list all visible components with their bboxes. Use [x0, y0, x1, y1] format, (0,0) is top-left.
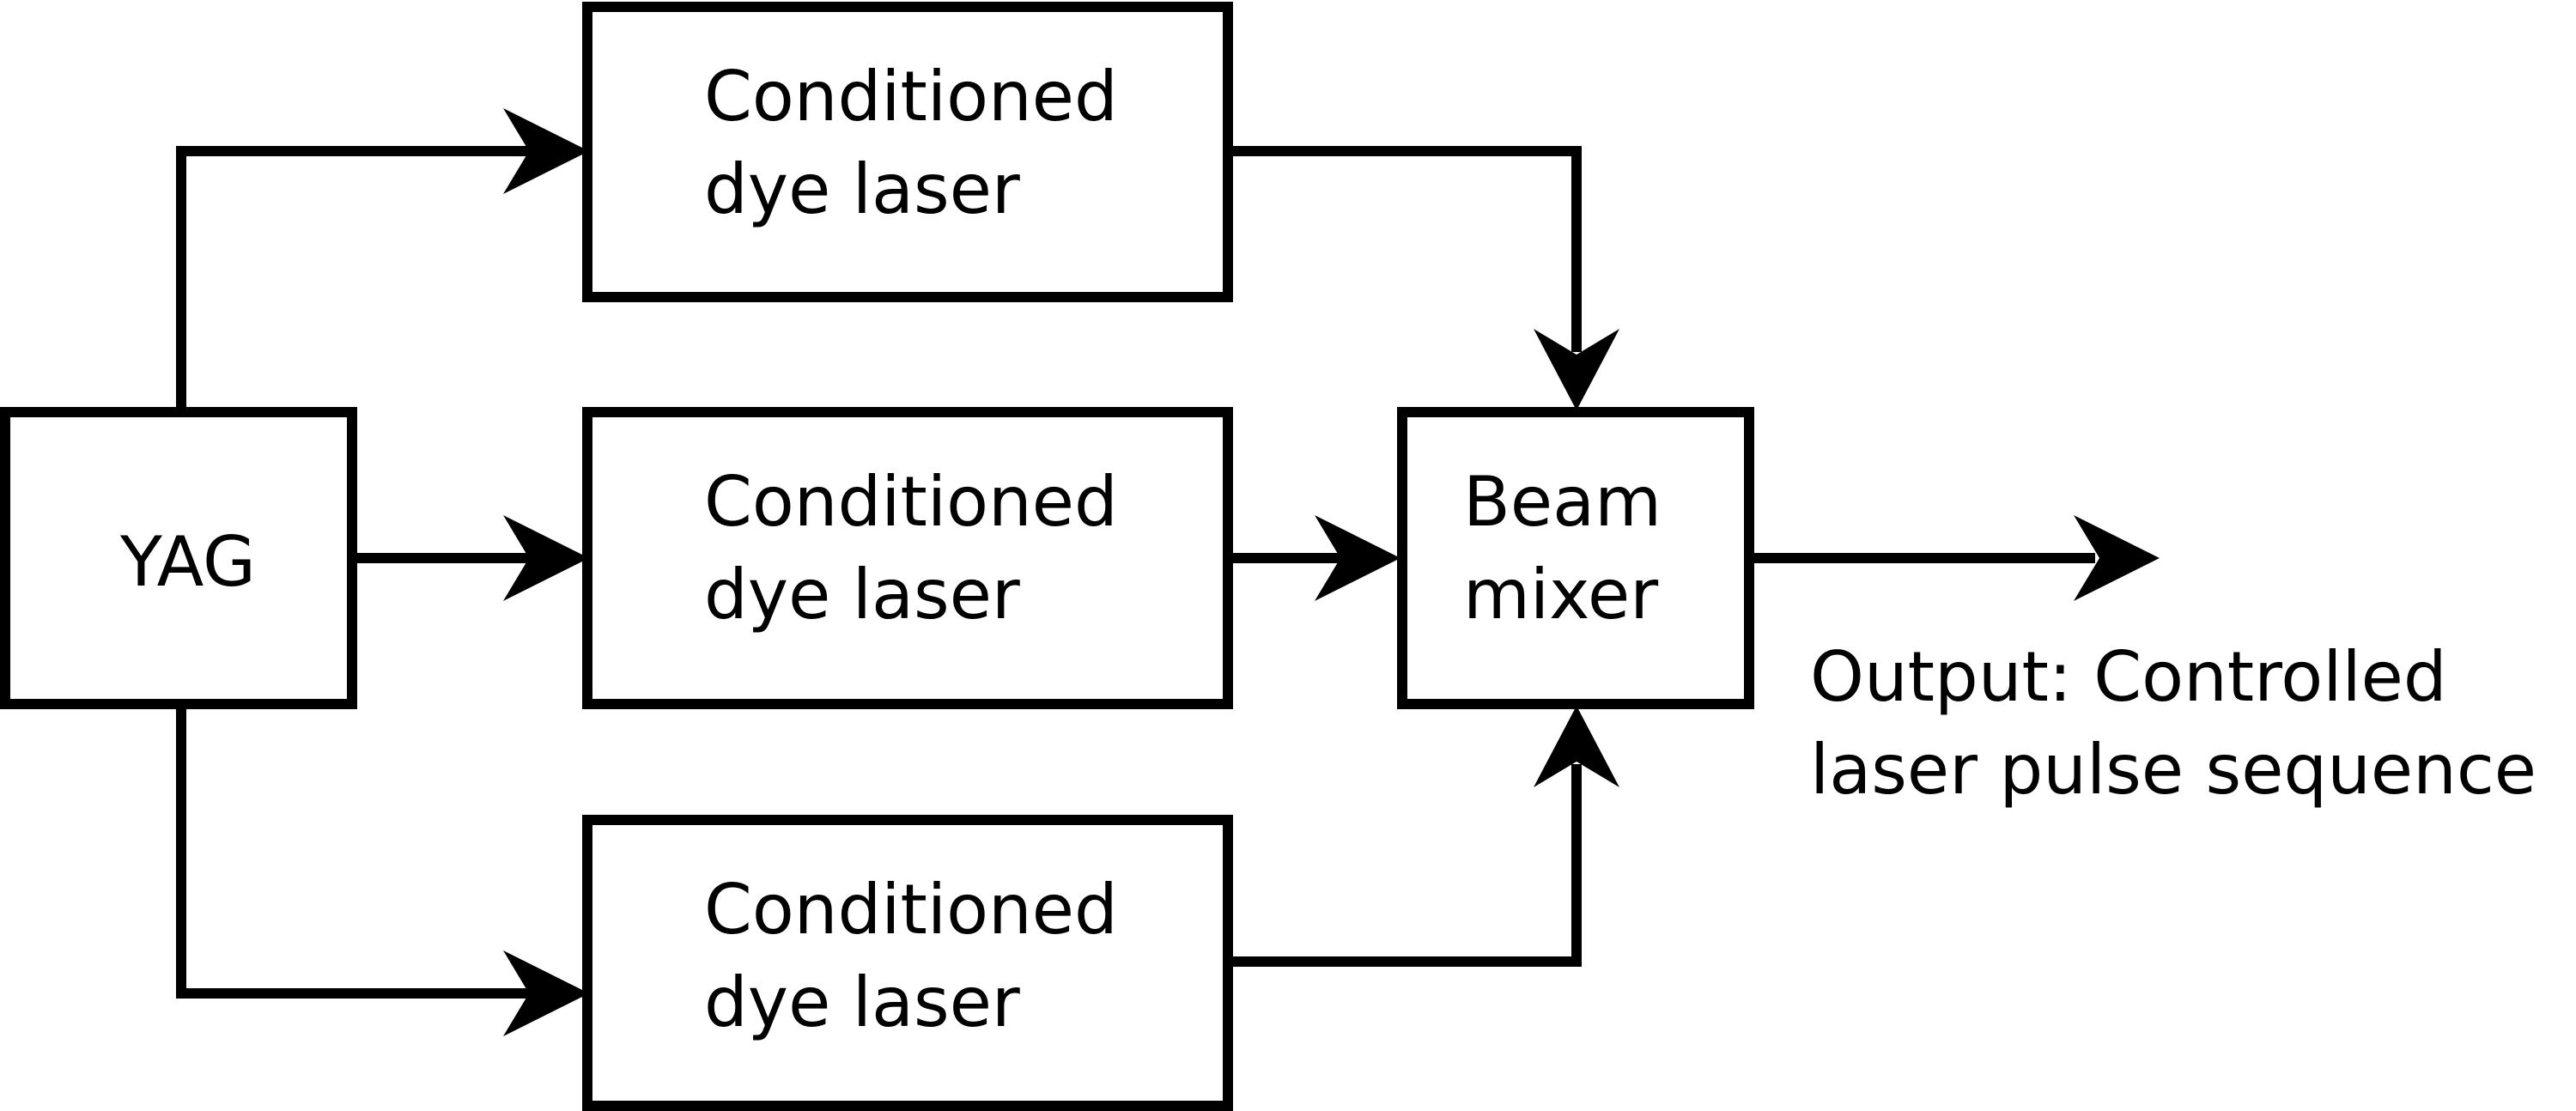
dye-laser-3-label-line1: Conditioned: [704, 870, 1118, 950]
output-annotation: Output: Controlled laser pulse sequence: [1810, 637, 2537, 810]
arrowhead-output: [2074, 515, 2160, 601]
dye-laser-box-2: [582, 407, 1233, 709]
dye-laser-1-label-line1: Conditioned: [704, 57, 1118, 137]
yag-to-laser-1-line: [176, 146, 529, 407]
arrowheads: [503, 108, 2160, 1036]
dye-laser-box-3: [582, 815, 1233, 1111]
yag-label: YAG: [119, 522, 256, 602]
dye-laser-1-label-line2: dye laser: [704, 149, 1020, 229]
beam-mixer-block: Beam mixer: [1397, 407, 1754, 709]
beam-mixer-label-line1: Beam: [1463, 462, 1662, 542]
output-label-line1: Output: Controlled: [1810, 637, 2447, 717]
dye-laser-box-1: [582, 2, 1233, 302]
arrowhead-mixer-middle: [1315, 515, 1400, 601]
yag-box: [0, 407, 357, 709]
connectors: [176, 146, 2095, 999]
yag-to-laser-3-line: [176, 709, 529, 999]
arrowhead-laser-2: [503, 515, 589, 601]
dye-laser-3-label-line2: dye laser: [704, 962, 1020, 1042]
arrowhead-mixer-top: [1534, 329, 1619, 410]
beam-mixer-label-line2: mixer: [1463, 555, 1658, 634]
beam-mixer-box: [1397, 407, 1754, 709]
arrowhead-laser-3: [503, 950, 589, 1036]
laser-3-to-mixer-line: [1229, 764, 1582, 967]
dye-laser-block-3: Conditioned dye laser: [582, 815, 1233, 1111]
dye-laser-block-2: Conditioned dye laser: [582, 407, 1233, 709]
dye-laser-2-label-line1: Conditioned: [704, 462, 1118, 542]
dye-laser-block-1: Conditioned dye laser: [582, 2, 1233, 302]
arrowhead-laser-1: [503, 108, 589, 194]
output-label-line2: laser pulse sequence: [1810, 730, 2537, 810]
yag-block: YAG: [0, 407, 357, 709]
dye-laser-2-label-line2: dye laser: [704, 555, 1020, 634]
arrowhead-mixer-bottom: [1534, 706, 1619, 787]
laser-1-to-mixer-line: [1229, 146, 1582, 352]
